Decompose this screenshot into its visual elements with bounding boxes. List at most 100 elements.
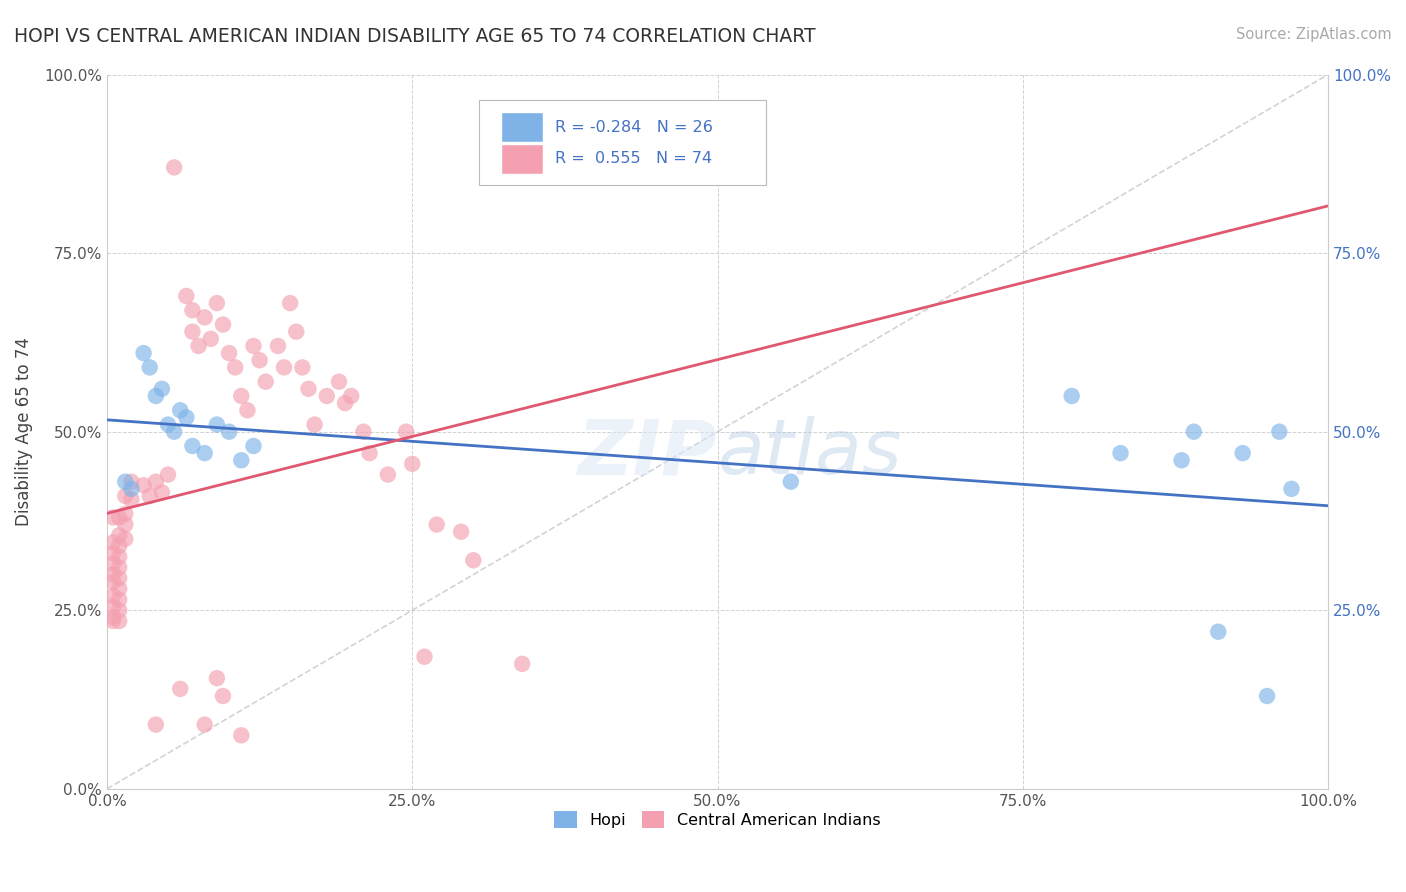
Point: [181, 439, 204, 453]
Point: [1170, 453, 1192, 467]
Point: [114, 507, 136, 521]
Point: [1256, 689, 1278, 703]
Point: [1206, 624, 1229, 639]
Point: [242, 439, 264, 453]
Point: [231, 389, 253, 403]
Point: [450, 524, 472, 539]
Point: [212, 318, 235, 332]
FancyBboxPatch shape: [502, 112, 543, 143]
Point: [157, 417, 180, 432]
Point: [138, 489, 160, 503]
Point: [169, 681, 191, 696]
Point: [205, 417, 228, 432]
Point: [108, 582, 131, 596]
Point: [1281, 482, 1303, 496]
Point: [145, 475, 167, 489]
Point: [510, 657, 533, 671]
FancyBboxPatch shape: [479, 100, 766, 186]
Point: [163, 161, 186, 175]
Point: [278, 296, 301, 310]
Point: [145, 717, 167, 731]
Point: [108, 571, 131, 585]
Point: [395, 425, 418, 439]
Point: [157, 467, 180, 482]
Point: [218, 346, 240, 360]
Point: [108, 603, 131, 617]
Point: [176, 410, 198, 425]
Point: [249, 353, 271, 368]
Point: [181, 303, 204, 318]
Point: [291, 360, 314, 375]
Point: [224, 360, 246, 375]
Point: [163, 425, 186, 439]
Point: [254, 375, 277, 389]
Point: [212, 689, 235, 703]
Point: [1109, 446, 1132, 460]
Point: [340, 389, 363, 403]
Point: [101, 589, 124, 603]
Point: [150, 382, 173, 396]
Point: [218, 425, 240, 439]
Point: [236, 403, 259, 417]
Text: HOPI VS CENTRAL AMERICAN INDIAN DISABILITY AGE 65 TO 74 CORRELATION CHART: HOPI VS CENTRAL AMERICAN INDIAN DISABILI…: [14, 27, 815, 45]
Point: [267, 339, 290, 353]
Text: R = -0.284   N = 26: R = -0.284 N = 26: [555, 120, 713, 135]
Point: [108, 560, 131, 574]
Point: [194, 446, 217, 460]
Point: [101, 546, 124, 560]
Point: [101, 574, 124, 589]
Point: [333, 396, 356, 410]
Point: [101, 614, 124, 628]
Point: [120, 475, 142, 489]
Point: [426, 517, 449, 532]
Point: [401, 457, 423, 471]
Point: [205, 296, 228, 310]
Point: [114, 517, 136, 532]
Point: [101, 557, 124, 571]
FancyBboxPatch shape: [502, 144, 543, 174]
Point: [176, 289, 198, 303]
Point: [120, 492, 142, 507]
Point: [1232, 446, 1254, 460]
Point: [242, 339, 264, 353]
Point: [352, 425, 374, 439]
Point: [108, 528, 131, 542]
Point: [1182, 425, 1205, 439]
Point: [108, 549, 131, 564]
Point: [145, 389, 167, 403]
Point: [108, 510, 131, 524]
Point: [120, 482, 142, 496]
Point: [132, 478, 155, 492]
Point: [101, 599, 124, 614]
Point: [101, 535, 124, 549]
Point: [108, 539, 131, 553]
Y-axis label: Disability Age 65 to 74: Disability Age 65 to 74: [15, 337, 32, 526]
Point: [779, 475, 801, 489]
Legend: Hopi, Central American Indians: Hopi, Central American Indians: [548, 805, 887, 834]
Text: Source: ZipAtlas.com: Source: ZipAtlas.com: [1236, 27, 1392, 42]
Point: [328, 375, 350, 389]
Point: [315, 389, 337, 403]
Point: [108, 592, 131, 607]
Point: [377, 467, 399, 482]
Point: [200, 332, 222, 346]
Text: R =  0.555   N = 74: R = 0.555 N = 74: [555, 152, 713, 166]
Point: [273, 360, 295, 375]
Text: ZIP: ZIP: [578, 417, 717, 490]
Point: [194, 310, 217, 325]
Point: [187, 339, 209, 353]
Point: [205, 671, 228, 685]
Point: [181, 325, 204, 339]
Point: [101, 610, 124, 624]
Point: [101, 510, 124, 524]
Point: [463, 553, 485, 567]
Point: [285, 325, 308, 339]
Point: [114, 489, 136, 503]
Point: [297, 382, 319, 396]
Point: [231, 453, 253, 467]
Point: [114, 475, 136, 489]
Point: [413, 649, 436, 664]
Point: [138, 360, 160, 375]
Point: [231, 728, 253, 742]
Point: [169, 403, 191, 417]
